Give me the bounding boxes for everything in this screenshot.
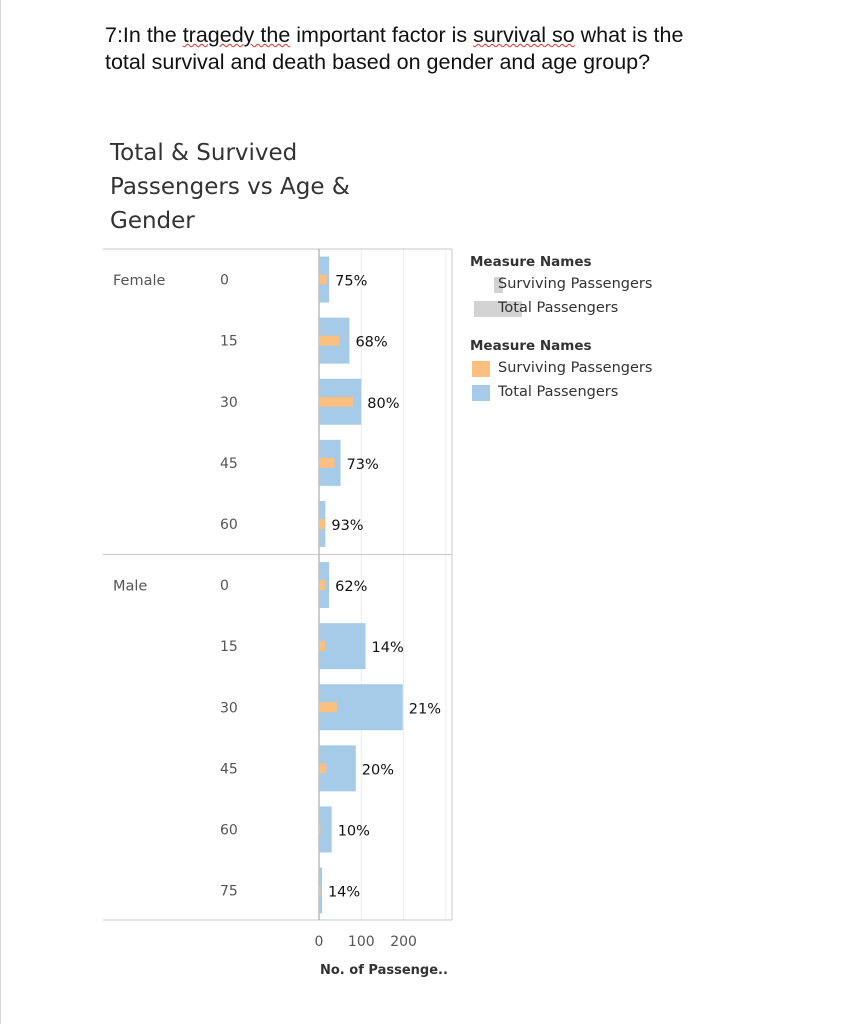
age-label: 60 bbox=[220, 822, 238, 838]
chart-title-line-1: Total & Survived bbox=[110, 140, 298, 166]
legend-measure-names-grey: Measure Names Surviving Passengers Total… bbox=[470, 254, 652, 324]
chart-title-line-3: Gender bbox=[110, 208, 195, 234]
spellcheck-word-2: survival so bbox=[473, 23, 575, 47]
x-axis-title: No. of Passenge.. bbox=[320, 963, 448, 978]
legend-header: Measure Names bbox=[470, 338, 592, 354]
question-middle: important factor is bbox=[290, 23, 474, 47]
question-line2: total survival and death based on gender… bbox=[105, 50, 651, 74]
legend-swatch-surviving bbox=[472, 361, 490, 377]
data-label: 75% bbox=[335, 274, 367, 290]
x-tick-label: 100 bbox=[348, 934, 375, 950]
legend-item-total-grey[interactable]: Total Passengers bbox=[470, 300, 618, 324]
legend-item-surviving-grey[interactable]: Surviving Passengers bbox=[470, 276, 652, 300]
legend-label: Total Passengers bbox=[498, 300, 619, 316]
legend-swatch-surviving-grey bbox=[494, 277, 503, 293]
page-edge bbox=[0, 0, 1, 1024]
legend-swatch-total-grey bbox=[474, 301, 522, 317]
chart-title-line-2: Passengers vs Age & bbox=[110, 174, 350, 200]
age-label: 30 bbox=[220, 700, 238, 716]
age-label: 0 bbox=[220, 578, 229, 594]
bar-total bbox=[319, 623, 366, 670]
data-label: 68% bbox=[355, 335, 387, 351]
spellcheck-word-1: tragedy the bbox=[182, 23, 291, 47]
group-label-female: Female bbox=[113, 273, 166, 289]
chart-title: Total & Survived Passengers vs Age & Gen… bbox=[110, 136, 410, 238]
legend-measure-names-color: Measure Names Surviving Passengers Total… bbox=[470, 338, 652, 408]
age-label: 45 bbox=[220, 456, 238, 472]
bar-surviving bbox=[319, 580, 326, 591]
legend-label: Surviving Passengers bbox=[498, 360, 653, 376]
x-tick-label: 0 bbox=[315, 934, 324, 950]
bar-surviving bbox=[319, 885, 321, 896]
bar-surviving bbox=[319, 396, 353, 407]
age-label: 75 bbox=[220, 884, 238, 900]
age-label: 0 bbox=[220, 273, 229, 289]
age-label: 15 bbox=[220, 639, 238, 655]
data-label: 21% bbox=[409, 701, 441, 717]
bar-surviving bbox=[319, 335, 340, 346]
legend-item-total[interactable]: Total Passengers bbox=[470, 384, 618, 408]
data-label: 20% bbox=[362, 762, 394, 778]
group-label-male: Male bbox=[113, 579, 147, 595]
bar-total bbox=[319, 806, 332, 853]
legend-swatch-total bbox=[472, 385, 490, 401]
age-label: 45 bbox=[220, 761, 238, 777]
data-label: 80% bbox=[367, 396, 399, 412]
age-label: 15 bbox=[220, 334, 238, 350]
age-label: 30 bbox=[220, 395, 238, 411]
x-tick-label: 200 bbox=[390, 934, 417, 950]
bar-surviving bbox=[319, 457, 335, 468]
data-label: 14% bbox=[372, 640, 404, 656]
bar-surviving bbox=[319, 274, 327, 285]
legend-item-surviving[interactable]: Surviving Passengers bbox=[470, 360, 652, 384]
bar-surviving bbox=[319, 824, 321, 835]
data-label: 93% bbox=[331, 518, 363, 534]
question-prefix: 7:In the bbox=[105, 23, 183, 47]
question-text: 7:In the tragedy the important factor is… bbox=[105, 22, 785, 76]
bar-surviving bbox=[319, 518, 325, 529]
data-label: 10% bbox=[338, 823, 370, 839]
age-label: 60 bbox=[220, 517, 238, 533]
legend-label: Surviving Passengers bbox=[498, 276, 653, 292]
question-suffix: what is the bbox=[574, 23, 684, 47]
data-label: 14% bbox=[328, 885, 360, 901]
legend-label: Total Passengers bbox=[498, 384, 619, 400]
bar-surviving bbox=[319, 702, 337, 713]
bar-surviving bbox=[319, 763, 327, 774]
legend-header: Measure Names bbox=[470, 254, 592, 270]
bar-surviving bbox=[319, 641, 326, 652]
data-label: 73% bbox=[347, 457, 379, 473]
data-label: 62% bbox=[335, 579, 367, 595]
